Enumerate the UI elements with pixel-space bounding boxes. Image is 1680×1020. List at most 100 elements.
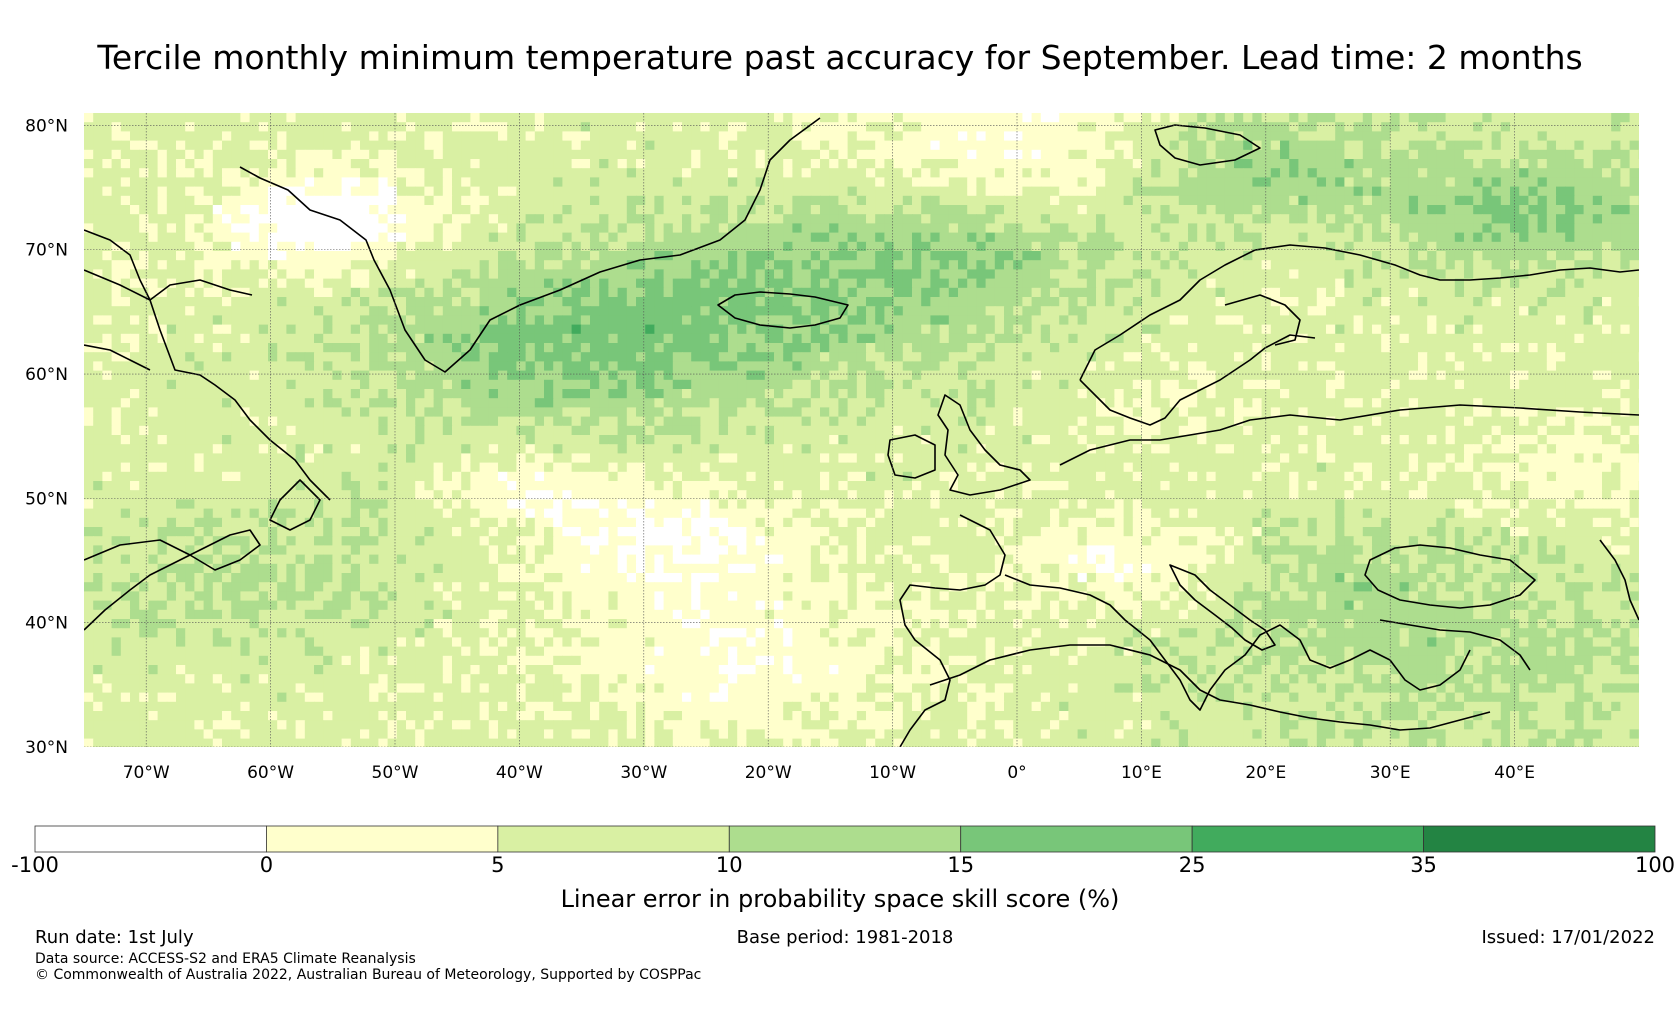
grid-cell <box>534 343 545 353</box>
grid-cell <box>516 241 527 252</box>
grid-cell <box>902 333 913 344</box>
grid-cell <box>571 223 582 234</box>
grid-cell <box>1307 232 1318 243</box>
grid-cell <box>1418 149 1428 160</box>
grid-cell <box>764 186 775 197</box>
grid-cell <box>378 324 389 335</box>
grid-cell <box>1013 113 1023 123</box>
grid-cell <box>461 131 471 142</box>
grid-cell <box>406 306 416 316</box>
grid-cell <box>1059 149 1069 160</box>
grid-cell <box>222 251 232 261</box>
grid-cell <box>663 361 674 372</box>
grid-cell <box>820 186 830 197</box>
grid-cell <box>1243 140 1253 151</box>
grid-cell <box>1482 149 1493 160</box>
grid-cell <box>525 195 536 206</box>
grid-cell <box>1427 297 1437 307</box>
grid-cell <box>1224 223 1235 234</box>
grid-cell <box>194 168 205 178</box>
grid-cell <box>442 260 453 270</box>
grid-cell <box>902 361 913 372</box>
grid-cell <box>700 343 711 353</box>
grid-cell <box>268 159 278 169</box>
grid-cell <box>1224 241 1235 252</box>
grid-cell <box>1188 186 1198 197</box>
grid-cell <box>1270 205 1281 215</box>
grid-cell <box>1629 140 1639 151</box>
grid-cell <box>829 205 839 215</box>
grid-cell <box>314 324 324 335</box>
grid-cell <box>84 343 94 353</box>
grid-cell <box>1353 333 1364 344</box>
grid-cell <box>1040 343 1051 353</box>
grid-cell <box>958 223 968 234</box>
grid-cell <box>258 379 269 390</box>
grid-cell <box>1491 361 1502 372</box>
grid-cell <box>525 177 536 188</box>
grid-cell <box>84 214 94 224</box>
grid-cell <box>1013 195 1023 206</box>
grid-cell <box>1059 113 1069 123</box>
grid-cell <box>1436 251 1447 261</box>
grid-cell <box>985 149 996 160</box>
grid-cell <box>268 186 278 197</box>
grid-cell <box>1280 159 1290 169</box>
grid-cell <box>1436 131 1447 142</box>
grid-cell <box>406 324 416 335</box>
grid-cell <box>1132 297 1143 307</box>
grid-cell <box>544 131 554 142</box>
grid-cell <box>1086 177 1097 188</box>
grid-cell <box>755 361 766 372</box>
grid-cell <box>792 131 803 142</box>
grid-cell <box>212 195 223 206</box>
grid-cell <box>295 251 306 261</box>
grid-cell <box>387 343 398 353</box>
grid-cell <box>1528 324 1539 335</box>
grid-cell <box>774 214 784 224</box>
grid-cell <box>866 113 876 123</box>
grid-cell <box>958 352 968 362</box>
grid-cell <box>792 177 803 188</box>
grid-cell <box>176 186 186 197</box>
grid-cell <box>1142 122 1152 132</box>
grid-cell <box>893 113 904 123</box>
grid-cell <box>700 287 711 298</box>
grid-cell <box>709 343 720 353</box>
grid-cell <box>1620 140 1631 151</box>
grid-cell <box>691 113 701 123</box>
grid-cell <box>488 315 499 326</box>
grid-cell <box>378 315 389 326</box>
grid-cell <box>1500 306 1511 316</box>
grid-cell <box>378 379 389 390</box>
grid-cell <box>93 214 103 224</box>
grid-cell <box>1004 352 1014 362</box>
grid-cell <box>1132 241 1143 252</box>
grid-cell <box>755 324 766 335</box>
grid-cell <box>1537 177 1548 188</box>
grid-cell <box>1519 352 1529 362</box>
grid-cell <box>866 149 876 160</box>
grid-cell <box>571 195 582 206</box>
grid-cell <box>1178 159 1189 169</box>
grid-cell <box>1206 149 1217 160</box>
grid-cell <box>304 379 315 390</box>
grid-cell <box>1270 333 1281 344</box>
grid-cell <box>636 361 646 372</box>
grid-cell <box>194 324 205 335</box>
grid-cell <box>1454 324 1465 335</box>
grid-cell <box>1500 241 1511 252</box>
grid-cell <box>406 159 416 169</box>
grid-cell <box>580 343 591 353</box>
grid-cell <box>1105 343 1115 353</box>
grid-cell <box>534 269 545 280</box>
grid-cell <box>498 343 508 353</box>
grid-cell <box>1206 287 1217 298</box>
grid-cell <box>829 149 839 160</box>
grid-cell <box>792 260 803 270</box>
grid-cell <box>111 343 122 353</box>
grid-cell <box>562 223 573 234</box>
grid-cell <box>93 269 103 280</box>
grid-cell <box>939 251 950 261</box>
grid-cell <box>194 223 205 234</box>
